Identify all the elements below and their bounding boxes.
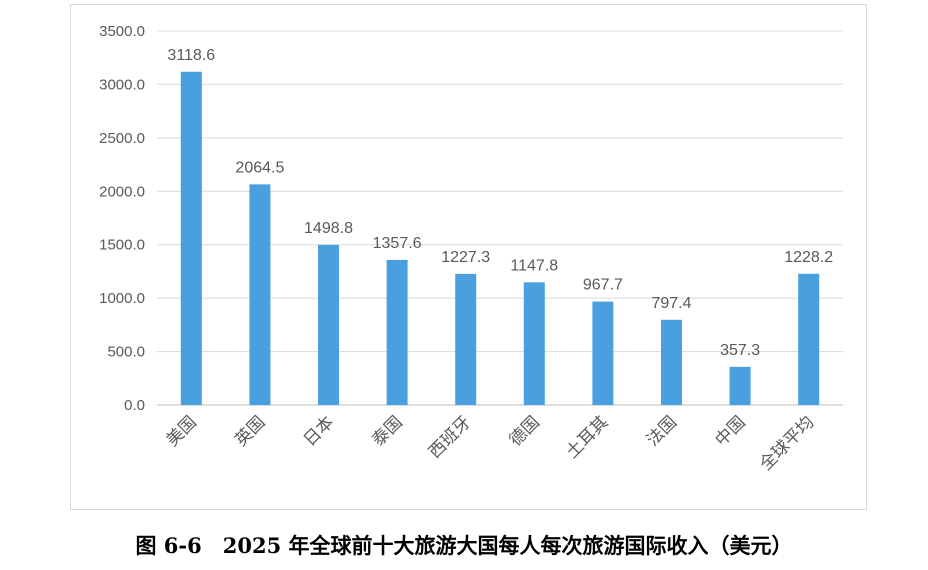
bar [386, 259, 408, 405]
bar [523, 282, 545, 405]
x-tick-label: 土耳其 [562, 412, 612, 462]
bar [318, 244, 339, 405]
y-tick-label: 2000.0 [99, 183, 145, 200]
y-tick-label: 2500.0 [99, 130, 145, 147]
figure-caption: 图 6-6 2025 年全球前十大旅游大国每人每次旅游国际收入（美元） [135, 533, 793, 558]
y-tick-label: 500.0 [107, 344, 145, 361]
bar [180, 71, 202, 406]
x-tick-label: 法国 [643, 412, 681, 450]
bar [455, 273, 477, 405]
y-tick-label: 1500.0 [99, 237, 145, 254]
data-label: 1498.8 [304, 220, 353, 237]
x-tick-label: 西班牙 [425, 412, 475, 462]
x-tick-label: 日本 [300, 412, 338, 450]
data-label: 2064.5 [235, 159, 284, 176]
data-label: 1228.2 [784, 249, 833, 266]
bar-chart: 0.0 500.0 1000.0 1500.0 2000.0 2500.0 3000.0 35… [99, 23, 843, 475]
y-tick-label: 3500.0 [99, 23, 145, 40]
x-tick-label: 美国 [163, 412, 201, 450]
y-tick-label: 0.0 [124, 397, 145, 414]
y-tick-label: 3000.0 [99, 76, 145, 93]
data-label: 1227.3 [441, 249, 490, 266]
data-label: 967.7 [583, 277, 623, 294]
y-tick-label: 1000.0 [99, 290, 145, 307]
x-tick-label: 中国 [711, 412, 749, 450]
chart-frame: 0.0 500.0 1000.0 1500.0 2000.0 2500.0 3000.0 35… [70, 4, 867, 510]
data-label: 1147.8 [510, 257, 558, 274]
data-label: 1357.6 [373, 235, 422, 252]
bar [592, 301, 614, 405]
x-tick-label: 德国 [506, 412, 544, 450]
x-tick-label: 泰国 [368, 412, 406, 450]
bar [661, 319, 682, 405]
data-label: 3118.6 [167, 47, 215, 64]
bar [798, 273, 820, 405]
data-label: 357.3 [720, 342, 760, 359]
data-label: 797.4 [651, 295, 691, 312]
bar [249, 184, 271, 405]
x-tick-label: 英国 [231, 412, 269, 450]
bar [729, 366, 751, 405]
x-tick-label: 全球平均 [756, 412, 818, 474]
